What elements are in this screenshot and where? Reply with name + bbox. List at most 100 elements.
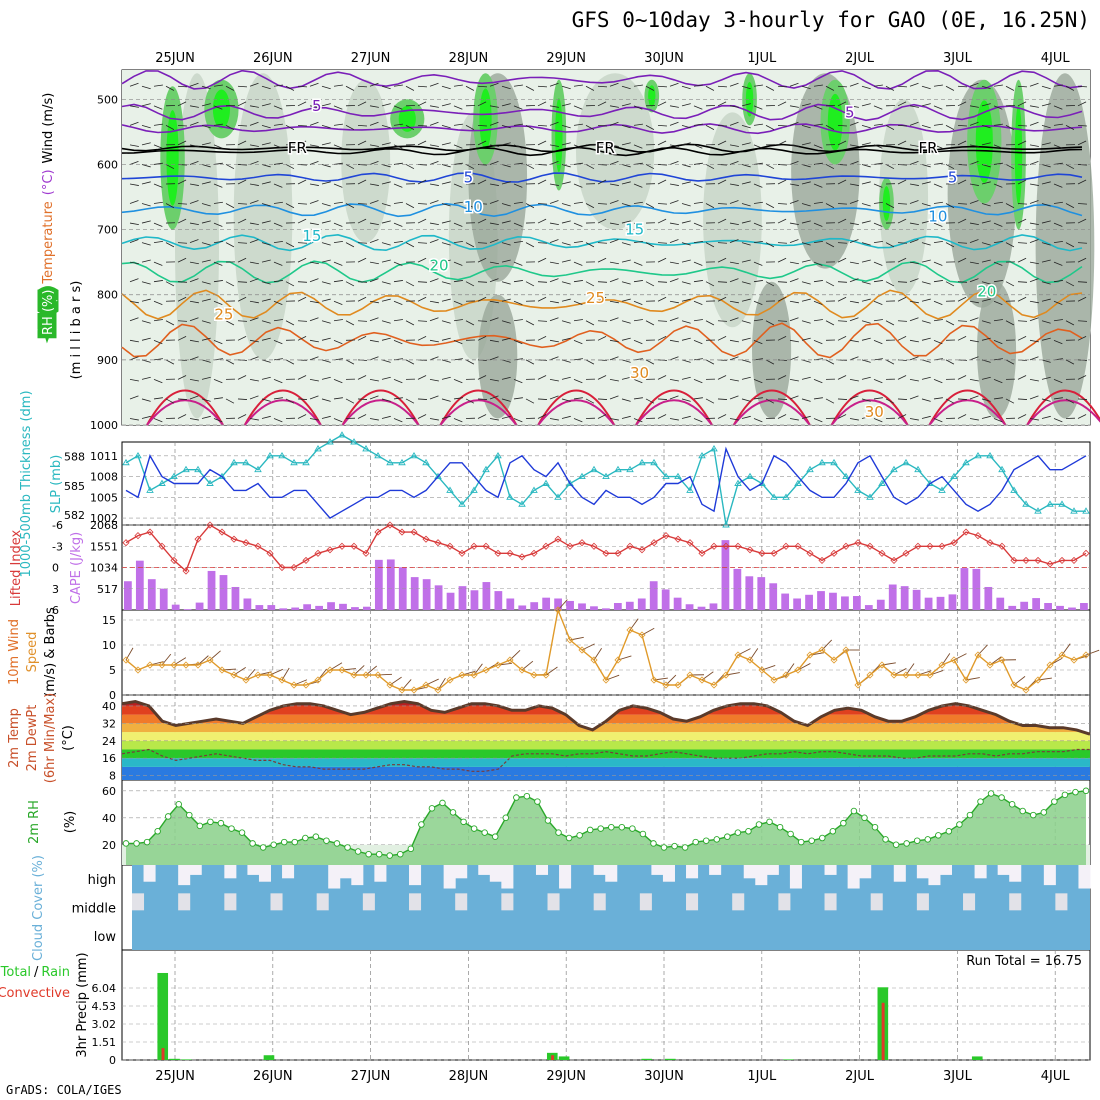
cape-bar [805, 594, 813, 610]
wind-barb [165, 281, 175, 287]
wind-barb [249, 317, 259, 322]
wind-barb [1065, 281, 1075, 287]
wind-barb [321, 415, 331, 419]
wind-barb [573, 162, 583, 165]
wind-barb [309, 200, 319, 204]
wind-barb [513, 144, 523, 149]
wind-barb [141, 320, 151, 324]
wind-barb [321, 220, 331, 224]
cloud-mid-clear [1055, 893, 1068, 911]
thickness-point [194, 465, 202, 473]
wind-barb [477, 242, 488, 244]
wind-barb [993, 261, 1003, 266]
wind-barb [909, 379, 919, 382]
wind-barb [1029, 105, 1039, 108]
thickness-point [314, 445, 322, 452]
precip-tick-label: 1.51 [92, 1036, 117, 1049]
wind-barb [633, 123, 643, 126]
wind-barb [885, 85, 895, 91]
wind-barb [273, 280, 283, 283]
lifted-index-point [830, 549, 838, 557]
wind-barb [609, 183, 619, 186]
wind-barb [393, 123, 403, 126]
thickness-point [950, 472, 958, 480]
wind-barb [561, 242, 571, 246]
wind-barb [741, 415, 751, 419]
wind-barb [945, 164, 955, 170]
wind-barb [525, 398, 535, 404]
wind-barb [813, 379, 823, 384]
wind-barb [669, 183, 679, 186]
wind-barb [1053, 397, 1063, 400]
wind-barb [609, 82, 619, 87]
cloud-high-clear [651, 865, 664, 875]
wind-barb [453, 123, 463, 126]
wind-barb [597, 375, 607, 380]
wind-barb [501, 181, 511, 185]
wind-barb [873, 123, 883, 126]
rh2m-point [513, 794, 520, 801]
wind-barb [441, 298, 451, 302]
wind-barb [261, 398, 271, 402]
rh2m-point [1082, 787, 1090, 795]
wind-barb [405, 359, 415, 365]
wind-barb [177, 124, 188, 127]
wind-barb [993, 183, 1003, 188]
wind-barb [153, 162, 163, 165]
wind-barb [285, 320, 295, 326]
lifted-index-point [890, 556, 898, 564]
wind-tick-label: 0 [109, 689, 116, 702]
wind-barb [381, 298, 391, 302]
wind-speed-point [134, 666, 142, 674]
wind-barb [441, 203, 451, 207]
lifted-index-point [818, 556, 826, 564]
wind-barb [153, 300, 163, 305]
wind-barb [753, 418, 763, 423]
rh2m-point [164, 813, 172, 820]
wind-barb [1005, 281, 1015, 287]
isotherm-arc [635, 389, 713, 426]
wind-barb [1041, 220, 1051, 224]
wind-barb [741, 142, 751, 146]
rh2m-point [882, 836, 889, 843]
wind-barb [237, 398, 248, 400]
wind-barb [957, 124, 968, 127]
wind-barb [1005, 242, 1015, 248]
rh2m-point [576, 832, 583, 839]
rh2m-point [238, 829, 246, 836]
wind-barb [873, 379, 883, 384]
thickness-point [302, 458, 310, 466]
lifted-index-point [542, 542, 550, 550]
wind-barb [621, 181, 631, 185]
wind-speed-point [794, 666, 802, 674]
wind-barb [597, 320, 608, 322]
wind-barb [273, 339, 283, 345]
wind-barb [597, 414, 607, 419]
wind-barb [273, 222, 283, 227]
wind-barb [249, 121, 259, 126]
wind-barb [189, 222, 199, 226]
lifted-index-point [710, 542, 718, 550]
wind-barb [129, 121, 139, 126]
wind-barb [429, 160, 439, 165]
cloud-mid-clear [778, 893, 791, 911]
wind-speed-point [326, 666, 334, 674]
wind-barb [681, 220, 691, 224]
wind-barb [957, 320, 968, 322]
thickness-point [242, 458, 250, 466]
temp-band [122, 740, 1090, 750]
wind-barb [321, 142, 331, 146]
wind-barb [501, 85, 511, 90]
temp-band [122, 723, 1090, 733]
wind-barb [357, 296, 367, 302]
wind-barb [609, 317, 619, 322]
wind-barb [921, 320, 931, 324]
wind-barb [585, 85, 595, 91]
rh2m-point [956, 821, 963, 828]
isotherm-arc [537, 389, 616, 426]
wind-barb [849, 317, 859, 322]
thickness-tick-label: 588 [64, 451, 85, 464]
wind-barb [537, 242, 548, 244]
wind-barb [345, 203, 355, 209]
credit-label: GrADS: COLA/IGES [6, 1083, 122, 1097]
